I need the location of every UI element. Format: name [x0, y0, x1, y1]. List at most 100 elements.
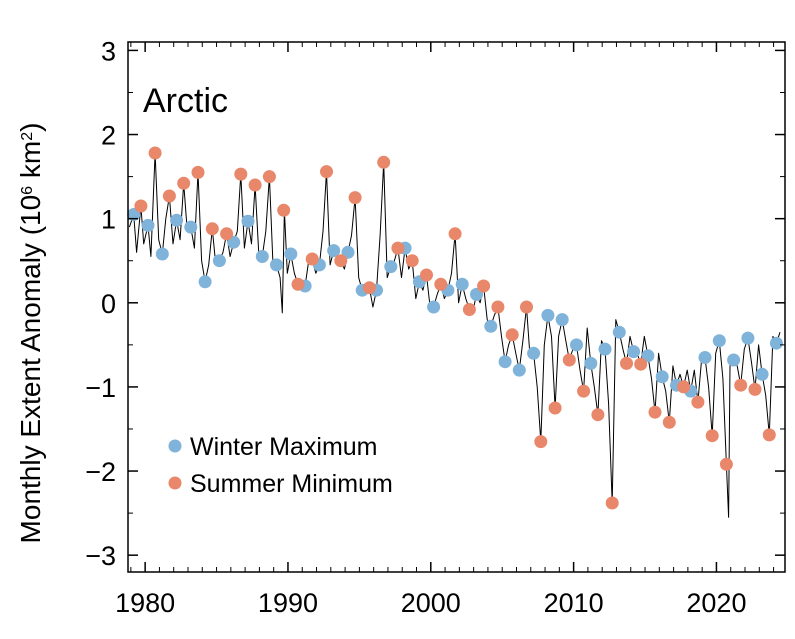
plot-frame — [127, 41, 786, 573]
summer-minimum-point — [248, 178, 262, 192]
summer-minimum-point — [620, 356, 633, 370]
summer-minimum-point — [220, 227, 234, 241]
winter-maximum-point — [498, 355, 512, 369]
summer-minimum-point — [420, 268, 433, 282]
summer-minimum-point — [134, 199, 148, 213]
winter-maximum-point — [627, 345, 641, 359]
winter-maximum-point — [384, 260, 398, 274]
winter-maximum-point — [512, 363, 526, 377]
extrema-markers — [127, 146, 783, 510]
summer-minimum-point — [448, 227, 462, 241]
summer-minimum-point — [705, 429, 719, 443]
summer-minimum-point — [405, 254, 419, 268]
summer-minimum-point — [534, 435, 548, 449]
y-axis-label-close: ) — [15, 123, 46, 132]
winter-maximum-point — [727, 353, 741, 367]
summer-minimum-point — [634, 357, 648, 371]
summer-minimum-point — [262, 170, 276, 184]
x-tick-label: 1980 — [115, 588, 175, 618]
winter-maximum-point — [527, 346, 541, 360]
summer-minimum-point — [520, 300, 533, 314]
summer-minimum-point — [762, 428, 776, 442]
summer-minimum-point — [362, 281, 376, 295]
winter-maximum-point — [141, 218, 155, 232]
summer-minimum-point — [591, 408, 605, 422]
winter-maximum-point — [584, 356, 598, 370]
winter-maximum-point — [255, 250, 269, 263]
winter-maximum-point — [741, 331, 755, 345]
y-axis-label-main: Monthly Extent Anomaly (10 — [15, 195, 46, 544]
summer-minimum-point — [562, 353, 576, 367]
chart-title: Arctic — [143, 82, 228, 120]
summer-minimum-point — [505, 328, 519, 342]
summer-minimum-point — [548, 401, 562, 415]
y-tick-label: −3 — [85, 541, 116, 571]
winter-maximum-point — [712, 334, 726, 348]
winter-maximum-point — [184, 220, 198, 234]
summer-minimum-point — [162, 189, 176, 203]
y-axis-label-exp1: 6 — [19, 186, 36, 195]
winter-maximum-point — [155, 247, 169, 261]
winter-maximum-point — [612, 325, 626, 339]
winter-maximum-point — [198, 275, 212, 289]
y-axis-label-unit: km — [15, 141, 46, 186]
winter-maximum-point — [698, 351, 712, 364]
summer-minimum-point — [719, 457, 733, 471]
y-tick-label: 0 — [101, 289, 116, 319]
winter-maximum-point — [655, 370, 669, 384]
summer-minimum-point — [477, 279, 491, 293]
summer-minimum-point — [177, 176, 191, 190]
winter-maximum-point — [455, 277, 469, 291]
summer-minimum-point — [391, 241, 405, 255]
winter-maximum-point — [555, 313, 569, 327]
x-tick-label: 2000 — [401, 588, 461, 618]
winter-maximum-point — [769, 336, 783, 350]
legend-winter-label: Winter Maximum — [190, 433, 378, 461]
y-tick-label: 1 — [101, 205, 116, 235]
summer-minimum-point — [748, 382, 762, 396]
winter-maximum-point — [241, 214, 255, 228]
winter-maximum-point — [541, 308, 555, 322]
summer-minimum-point — [320, 165, 333, 179]
y-axis-label-exp2: 2 — [19, 132, 36, 141]
summer-minimum-point — [377, 155, 391, 169]
legend: Winter Maximum Summer Minimum — [168, 433, 393, 498]
summer-minimum-point — [334, 254, 348, 268]
plot-background — [128, 42, 785, 572]
summer-minimum-point — [605, 496, 619, 510]
winter-maximum-point — [127, 208, 141, 221]
legend-summer-label: Summer Minimum — [190, 470, 393, 498]
y-tick-label: 2 — [101, 121, 116, 151]
summer-minimum-point — [662, 415, 676, 429]
summer-minimum-point — [434, 277, 448, 291]
winter-maximum-point — [270, 258, 283, 272]
winter-maximum-point — [755, 367, 769, 381]
winter-maximum-point — [427, 300, 441, 314]
summer-minimum-point — [191, 165, 205, 179]
summer-minimum-point — [462, 303, 476, 316]
legend-summer-marker — [168, 476, 182, 490]
y-axis-label: Monthly Extent Anomaly (106 km2) — [15, 123, 46, 544]
summer-minimum-point — [677, 380, 691, 394]
summer-minimum-point — [648, 405, 662, 419]
x-tick-label: 1990 — [258, 588, 318, 618]
y-tick-label: −2 — [85, 457, 116, 487]
summer-minimum-point — [305, 252, 319, 266]
y-tick-label: 3 — [101, 36, 116, 66]
x-tick-label: 2020 — [686, 588, 746, 618]
winter-maximum-point — [284, 247, 298, 261]
winter-maximum-point — [327, 244, 341, 258]
x-tick-label: 2010 — [544, 588, 604, 618]
summer-minimum-point — [277, 203, 291, 217]
winter-maximum-point — [598, 342, 612, 356]
winter-maximum-point — [484, 319, 498, 333]
x-axis: 1980 1990 2000 2010 2020 — [115, 42, 775, 618]
summer-minimum-point — [491, 300, 505, 314]
y-axis: 3 2 1 0 −1 −2 −3 — [85, 36, 785, 571]
summer-minimum-point — [734, 378, 748, 392]
summer-minimum-point — [348, 191, 362, 205]
summer-minimum-point — [691, 395, 705, 409]
winter-maximum-point — [212, 254, 226, 268]
winter-maximum-point — [170, 213, 184, 227]
